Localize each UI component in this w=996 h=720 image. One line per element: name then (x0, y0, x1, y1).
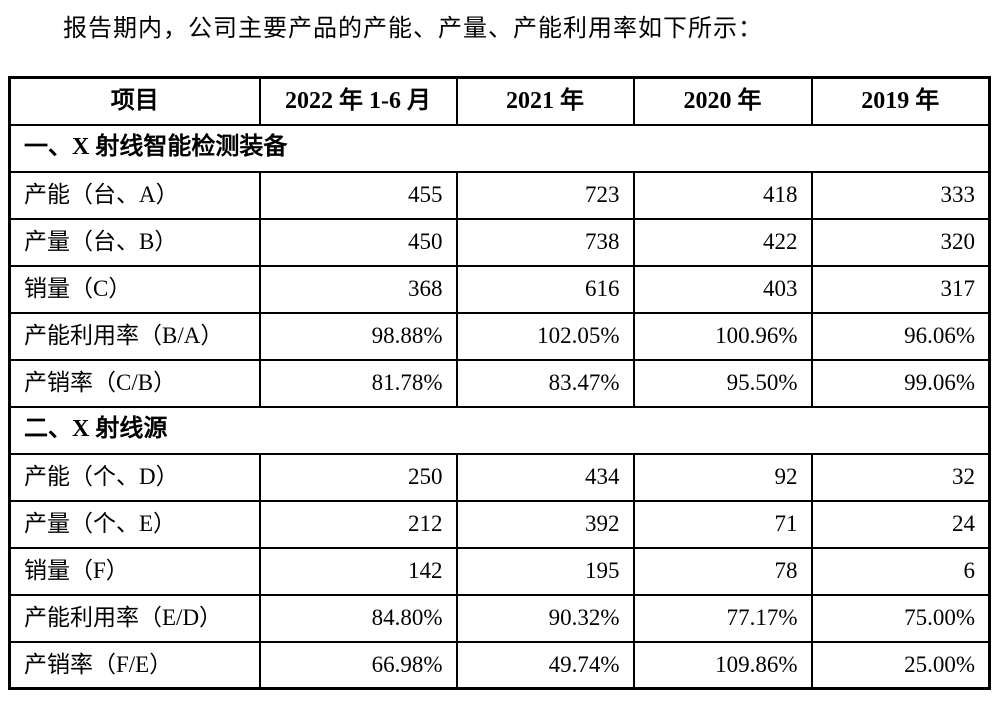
row-label: 产销率（C/B） (8, 358, 261, 408)
value-cell: 81.78% (258, 358, 458, 408)
table-header-row: 项目 2022 年 1-6 月 2021 年 2020 年 2019 年 (8, 76, 991, 126)
value-cell: 75.00% (810, 593, 991, 643)
value-cell: 71 (632, 499, 813, 549)
value-cell: 83.47% (455, 358, 635, 408)
value-cell: 32 (810, 452, 991, 502)
header-2019: 2019 年 (810, 76, 991, 126)
table-row: 产能利用率（E/D） 84.80% 90.32% 77.17% 75.00% (8, 593, 991, 643)
value-cell: 99.06% (810, 358, 991, 408)
row-label: 产量（个、E） (8, 499, 261, 549)
table-row: 产量（个、E） 212 392 71 24 (8, 499, 991, 549)
value-cell: 212 (258, 499, 458, 549)
table-row: 销量（C） 368 616 403 317 (8, 264, 991, 314)
row-label: 产能（个、D） (8, 452, 261, 502)
table-row: 产销率（C/B） 81.78% 83.47% 95.50% 99.06% (8, 358, 991, 408)
value-cell: 102.05% (455, 311, 635, 361)
header-item-column: 项目 (8, 76, 261, 126)
row-label: 销量（F） (8, 546, 261, 596)
value-cell: 333 (810, 170, 991, 220)
row-label: 产量（台、B） (8, 217, 261, 267)
value-cell: 455 (258, 170, 458, 220)
capacity-utilization-table: 项目 2022 年 1-6 月 2021 年 2020 年 2019 年 一、X… (8, 76, 991, 690)
row-label: 产能利用率（E/D） (8, 593, 261, 643)
value-cell: 98.88% (258, 311, 458, 361)
value-cell: 77.17% (632, 593, 813, 643)
value-cell: 109.86% (632, 640, 813, 690)
value-cell: 317 (810, 264, 991, 314)
value-cell: 250 (258, 452, 458, 502)
row-label: 销量（C） (8, 264, 261, 314)
row-label: 产能利用率（B/A） (8, 311, 261, 361)
value-cell: 422 (632, 217, 813, 267)
value-cell: 49.74% (455, 640, 635, 690)
section-title: 一、X 射线智能检测装备 (8, 123, 991, 173)
row-label: 产能（台、A） (8, 170, 261, 220)
header-2020: 2020 年 (632, 76, 813, 126)
value-cell: 368 (258, 264, 458, 314)
value-cell: 78 (632, 546, 813, 596)
table-row: 产销率（F/E） 66.98% 49.74% 109.86% 25.00% (8, 640, 991, 690)
table-row: 产能（台、A） 455 723 418 333 (8, 170, 991, 220)
value-cell: 434 (455, 452, 635, 502)
intro-text: 报告期内，公司主要产品的产能、产量、产能利用率如下所示： (63, 16, 763, 42)
value-cell: 84.80% (258, 593, 458, 643)
value-cell: 723 (455, 170, 635, 220)
value-cell: 320 (810, 217, 991, 267)
section-title: 二、X 射线源 (8, 405, 991, 455)
value-cell: 25.00% (810, 640, 991, 690)
header-2021: 2021 年 (455, 76, 635, 126)
row-label: 产销率（F/E） (8, 640, 261, 690)
value-cell: 738 (455, 217, 635, 267)
value-cell: 6 (810, 546, 991, 596)
value-cell: 92 (632, 452, 813, 502)
value-cell: 418 (632, 170, 813, 220)
value-cell: 66.98% (258, 640, 458, 690)
value-cell: 450 (258, 217, 458, 267)
value-cell: 195 (455, 546, 635, 596)
value-cell: 403 (632, 264, 813, 314)
value-cell: 100.96% (632, 311, 813, 361)
value-cell: 142 (258, 546, 458, 596)
table-row: 产能利用率（B/A） 98.88% 102.05% 100.96% 96.06% (8, 311, 991, 361)
value-cell: 90.32% (455, 593, 635, 643)
table-row: 销量（F） 142 195 78 6 (8, 546, 991, 596)
value-cell: 95.50% (632, 358, 813, 408)
value-cell: 392 (455, 499, 635, 549)
header-2022h1: 2022 年 1-6 月 (258, 76, 458, 126)
value-cell: 616 (455, 264, 635, 314)
value-cell: 96.06% (810, 311, 991, 361)
section-row-xray-detection: 一、X 射线智能检测装备 (8, 123, 991, 173)
value-cell: 24 (810, 499, 991, 549)
section-row-xray-source: 二、X 射线源 (8, 405, 991, 455)
table-row: 产能（个、D） 250 434 92 32 (8, 452, 991, 502)
table-row: 产量（台、B） 450 738 422 320 (8, 217, 991, 267)
